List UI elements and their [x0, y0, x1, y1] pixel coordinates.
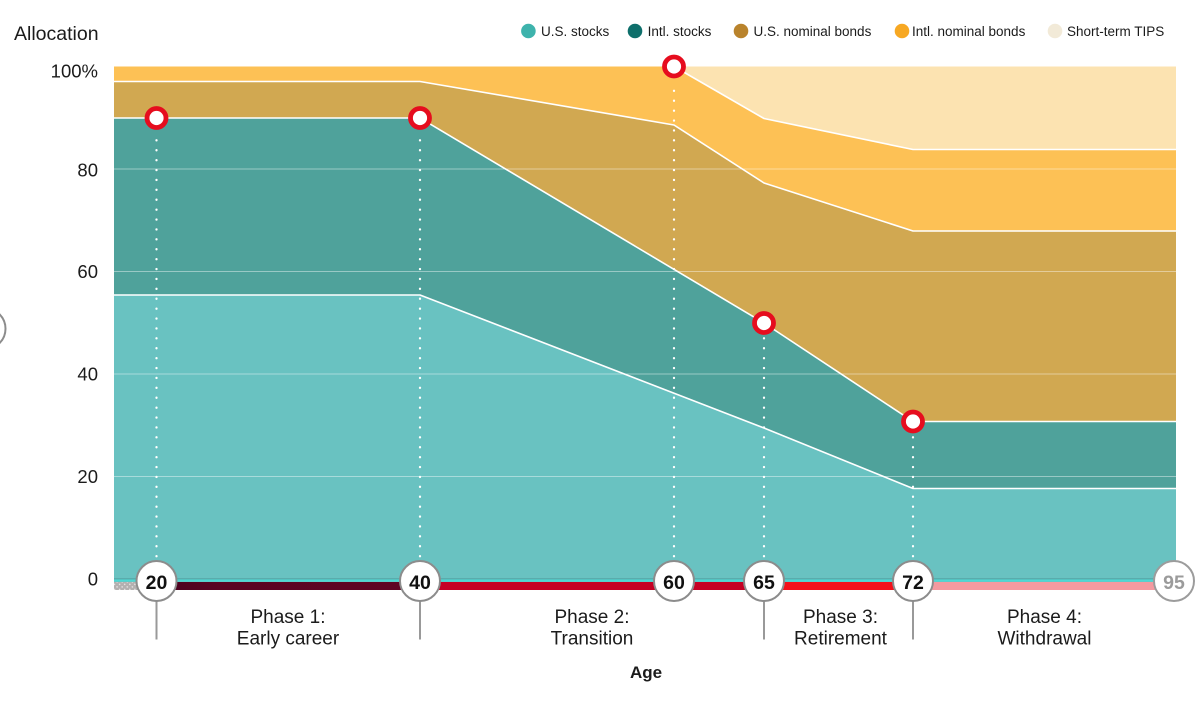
svg-text:Phase 1:: Phase 1: [251, 607, 326, 628]
svg-text:Phase 4:: Phase 4: [1007, 607, 1082, 628]
svg-text:Age: Age [630, 663, 662, 682]
svg-text:Withdrawal: Withdrawal [998, 629, 1092, 650]
svg-text:Phase 3:: Phase 3: [803, 607, 878, 628]
svg-text:U.S. nominal bonds: U.S. nominal bonds [754, 24, 872, 39]
svg-text:60: 60 [77, 261, 98, 282]
svg-text:Allocation: Allocation [14, 23, 99, 45]
svg-text:80: 80 [77, 160, 98, 181]
svg-text:40: 40 [77, 364, 98, 385]
svg-text:Early career: Early career [237, 629, 340, 650]
svg-text:65: 65 [753, 572, 775, 594]
svg-text:Short-term TIPS: Short-term TIPS [1067, 24, 1164, 39]
svg-text:60: 60 [663, 572, 685, 594]
svg-text:Intl. nominal bonds: Intl. nominal bonds [912, 24, 1026, 39]
svg-text:100%: 100% [51, 61, 98, 82]
svg-text:95: 95 [1163, 572, 1185, 594]
svg-text:0: 0 [88, 569, 98, 590]
svg-text:40: 40 [409, 572, 431, 594]
svg-text:20: 20 [146, 572, 168, 594]
svg-text:72: 72 [902, 572, 924, 594]
svg-text:Phase 2:: Phase 2: [555, 607, 630, 628]
svg-text:Intl. stocks: Intl. stocks [648, 24, 712, 39]
svg-text:Transition: Transition [551, 629, 634, 650]
svg-text:20: 20 [77, 466, 98, 487]
svg-text:Retirement: Retirement [794, 629, 888, 650]
svg-text:U.S. stocks: U.S. stocks [541, 24, 610, 39]
